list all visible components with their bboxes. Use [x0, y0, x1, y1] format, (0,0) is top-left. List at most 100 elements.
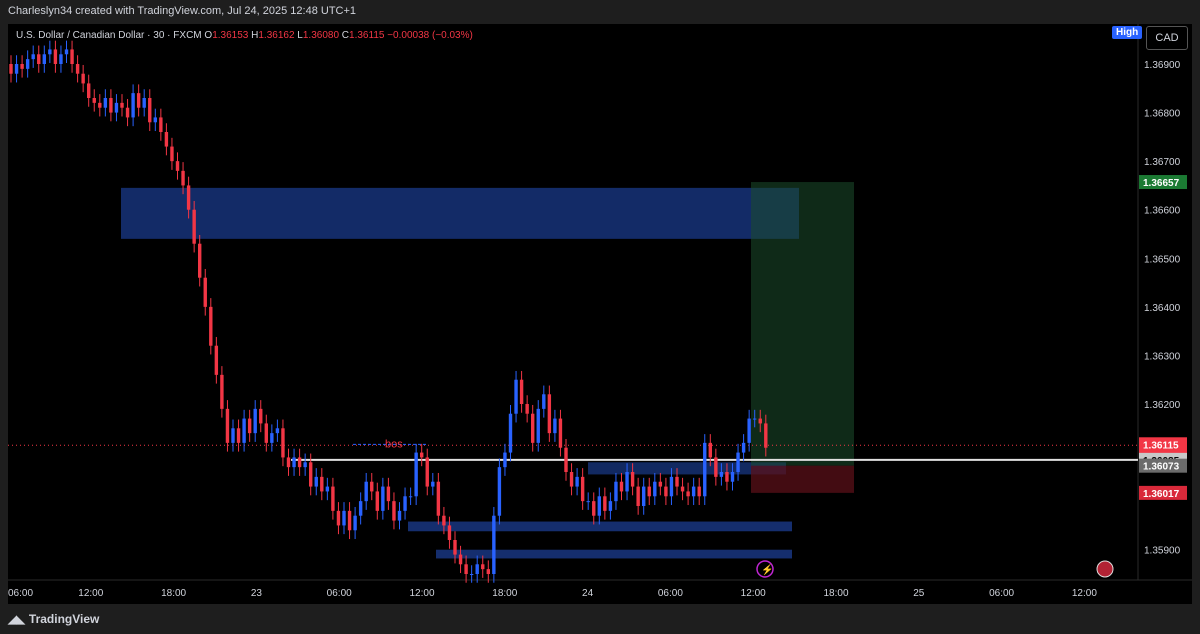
candle-body: [242, 418, 246, 443]
candle-body: [286, 457, 291, 468]
price-tick-label: 1.36900: [1144, 60, 1181, 71]
candle-body: [753, 418, 757, 420]
candle-body: [192, 209, 196, 244]
candle-body: [358, 501, 363, 516]
price-tick-label: 1.36800: [1144, 109, 1181, 120]
candle-body: [392, 501, 396, 521]
candle-body: [503, 452, 507, 468]
candle-body: [619, 481, 624, 492]
time-tick-label: 18:00: [161, 588, 186, 599]
candle-body: [92, 98, 96, 103]
supply-zone: [121, 187, 799, 239]
high-value: 1.36162: [258, 30, 295, 41]
demand-zone-lower: [436, 549, 792, 559]
candle-body: [309, 462, 313, 487]
change-value: −0.00038 (−0.03%): [387, 30, 473, 41]
candle-body: [292, 457, 296, 468]
time-tick-label: 12:00: [78, 588, 103, 599]
price-tick-label: 1.36300: [1144, 351, 1181, 362]
candle-body: [397, 510, 402, 521]
bos-label: bos: [385, 438, 403, 450]
candle-body: [425, 457, 429, 487]
candle-body: [558, 418, 563, 448]
candle-body: [553, 418, 557, 434]
candle-body: [259, 408, 263, 424]
candle-body: [253, 408, 257, 434]
candle-body: [725, 472, 729, 482]
attribution-bar: Charleslyn34 created with TradingView.co…: [0, 0, 1200, 24]
time-tick-label: 24: [582, 588, 594, 599]
candle-body: [236, 428, 241, 443]
candle-body: [580, 476, 585, 502]
candle-body: [664, 486, 668, 497]
tradingview-logo-icon: ◢◣: [8, 614, 25, 626]
candle-body: [730, 472, 735, 482]
target-price-badge: 1.36657: [1143, 178, 1180, 189]
us-flag-icon: [1096, 560, 1114, 578]
candle-body: [303, 462, 307, 468]
price-tick-label: 1.36200: [1144, 400, 1181, 411]
candle-body: [514, 379, 518, 414]
candle-body: [20, 64, 24, 69]
candle-body: [231, 428, 235, 443]
time-tick-label: 12:00: [409, 588, 434, 599]
currency-button[interactable]: CAD: [1146, 26, 1188, 50]
candle-body: [75, 64, 80, 74]
time-tick-label: 25: [913, 588, 925, 599]
candle-body: [719, 472, 724, 477]
candle-body: [525, 404, 529, 414]
candle-body: [458, 554, 463, 565]
high-badge: High: [1112, 26, 1143, 39]
candle-body: [114, 102, 119, 113]
candle-body: [519, 379, 524, 404]
open-label: O: [204, 30, 213, 41]
candle-body: [142, 98, 146, 108]
candle-body: [669, 476, 674, 497]
attribution-text: Charleslyn34 created with TradingView.co…: [8, 5, 357, 17]
candle-body: [653, 481, 657, 497]
candle-body: [464, 564, 468, 574]
candle-body: [597, 496, 601, 516]
candle-body: [608, 501, 613, 511]
symbol-name: U.S. Dollar / Canadian Dollar · 30 · FXC…: [16, 30, 202, 41]
candle-body: [170, 146, 174, 162]
candle-body: [181, 170, 185, 186]
time-tick-label: 18:00: [823, 588, 848, 599]
candle-body: [342, 510, 346, 526]
candle-body: [764, 423, 768, 448]
candle-body: [314, 476, 318, 487]
candle-body: [103, 98, 108, 108]
candle-body: [680, 486, 685, 492]
candle-body: [37, 54, 41, 64]
entry-price-badge-bg: [1139, 458, 1187, 473]
candle-body: [436, 481, 441, 516]
candle-body: [575, 476, 579, 487]
candle-body: [603, 496, 607, 511]
time-tick-label: 06:00: [8, 588, 33, 599]
stop-price-badge: 1.36017: [1143, 489, 1180, 500]
candle-body: [353, 515, 357, 531]
candle-body: [14, 64, 19, 74]
candle-body: [370, 481, 374, 492]
close-value: 1.36115: [349, 30, 385, 41]
candle-body: [636, 486, 640, 506]
price-chart[interactable]: bos 1.36900 1.36800 1.36700 1.36600 1.36500 1.…: [8, 24, 1192, 604]
candle-body: [381, 486, 385, 511]
footer: ◢◣ TradingView: [0, 604, 1200, 634]
candle-body: [497, 467, 502, 516]
tradingview-logo-text: TradingView: [28, 612, 100, 626]
chart-area[interactable]: bos 1.36900 1.36800 1.36700 1.36600 1.36500 1.…: [8, 24, 1192, 604]
lightning-icon: [756, 560, 774, 578]
candle-body: [375, 491, 379, 511]
candle-body: [592, 501, 596, 516]
candle-body: [714, 457, 718, 477]
candle-body: [275, 428, 280, 434]
candle-body: [164, 132, 169, 147]
candle-body: [569, 472, 574, 487]
high-label: H: [251, 30, 259, 41]
candle-body: [42, 54, 46, 64]
candle-body: [9, 64, 13, 74]
position-stop-zone: [751, 465, 854, 493]
candle-body: [475, 564, 479, 574]
candle-body: [31, 54, 35, 60]
